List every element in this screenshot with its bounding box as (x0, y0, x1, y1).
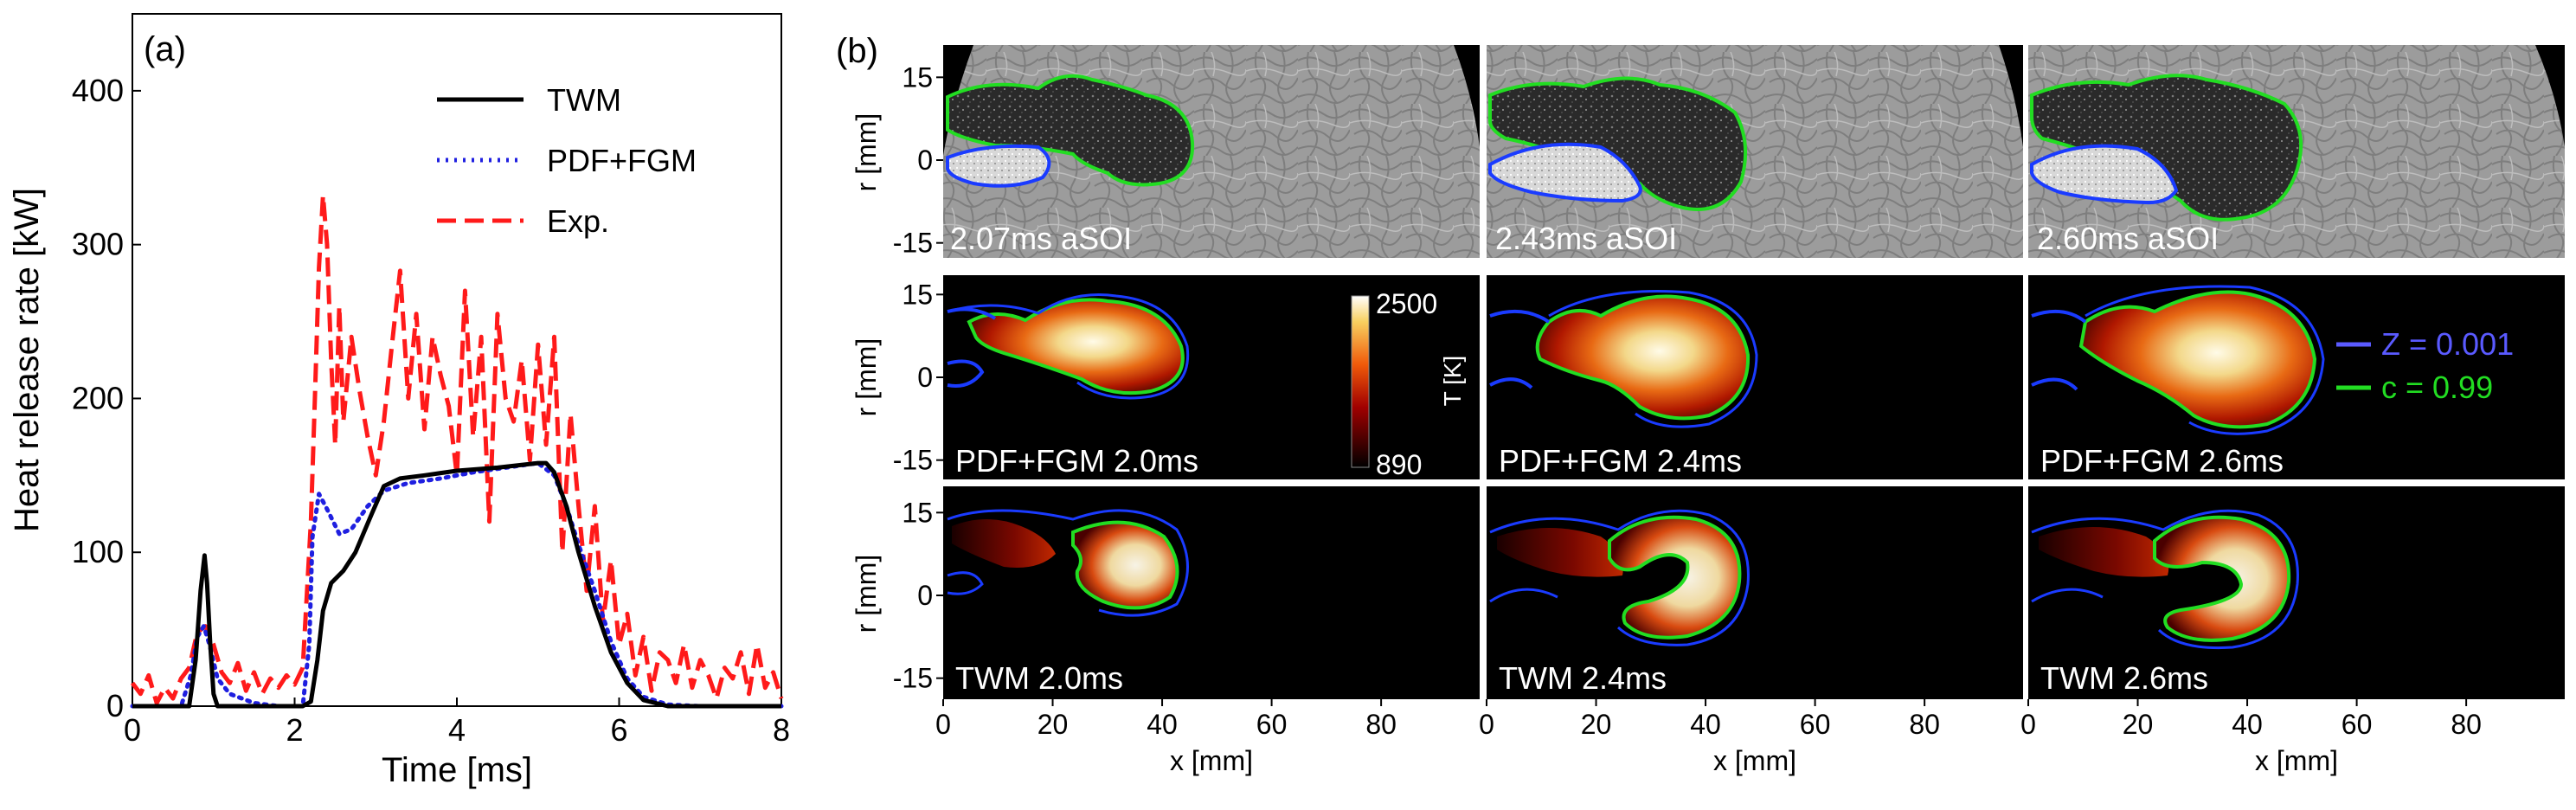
y-axis-label-a: Heat release rate [kW] (8, 188, 46, 532)
pdf-panel-3: PDF+FGM 2.6ms (2028, 275, 2565, 479)
y-tick-label-a: 100 (72, 534, 124, 569)
x-tick-label-b: 40 (1147, 709, 1178, 740)
row-twm: TWM 2.0ms TWM 2.4ms TWM 2.6ms (943, 486, 2565, 699)
r-axis-label-row2: r [mm] (851, 338, 882, 417)
legend-c: c = 0.99 (2381, 370, 2493, 405)
contour-legend: Z = 0.001 c = 0.99 (2336, 326, 2514, 405)
legend-label-a: Exp. (547, 203, 609, 239)
y-tick-label-a: 300 (72, 227, 124, 262)
panel-a-line-chart: (a) 0 2 4 6 8 0 100 200 300 400 TWM PDF+FGM Exp. Ti… (8, 13, 790, 789)
twm-panel-2: TWM 2.4ms (1487, 486, 2023, 699)
x-axis-label-b3: x [mm] (2255, 745, 2338, 776)
exp-panel-2: 2.43ms aSOI (1487, 45, 2023, 258)
x-tick-label-b: 80 (2451, 709, 2482, 740)
pdf-panel-1: PDF+FGM 2.0ms (943, 275, 1480, 479)
exp-caption-1: 2.07ms aSOI (950, 221, 1132, 256)
x-tick-label-b: 40 (1690, 709, 1721, 740)
x-tick-label-a: 6 (610, 712, 627, 748)
x-tick-label-b: 80 (1909, 709, 1940, 740)
series-line-twm (132, 460, 781, 709)
x-tick-label-a: 0 (124, 712, 141, 748)
x-axis-label-a: Time [ms] (382, 751, 532, 789)
exp-panel-3: 2.60ms aSOI (2028, 45, 2565, 258)
x-axis-label-b1: x [mm] (1170, 745, 1253, 776)
y-tick-label-b: 15 (902, 61, 933, 93)
twm-caption-1: TWM 2.0ms (955, 660, 1123, 696)
axis-b-ticks: 0 20 40 60 80 0 20 40 60 80 0 20 40 60 80150-15150-151… (893, 61, 2482, 740)
pdf-caption-3: PDF+FGM 2.6ms (2040, 443, 2284, 479)
x-tick-label-b: 20 (2123, 709, 2154, 740)
y-tick-label-b: 15 (902, 279, 933, 310)
series-line-exp (131, 193, 784, 705)
row-experiment: 2.07ms aSOI 2.43ms aSOI 2.60ms aSOI (943, 45, 2565, 258)
x-tick-label-a: 2 (286, 712, 303, 748)
pdf-panel-2: PDF+FGM 2.4ms (1487, 275, 2023, 479)
y-tick-label-b: -15 (893, 663, 933, 694)
y-tick-label-b: 0 (917, 362, 933, 393)
twm-panel-1: TWM 2.0ms (943, 486, 1480, 699)
y-tick-label-a: 400 (72, 73, 124, 108)
y-tick-label-a: 200 (72, 380, 124, 415)
y-tick-label-b: 0 (917, 145, 933, 176)
y-tick-label-a: 0 (106, 688, 124, 723)
x-tick-label-b: 80 (1365, 709, 1397, 740)
x-tick-label-a: 8 (773, 712, 790, 748)
legend-label-a: TWM (547, 82, 621, 118)
y-tick-label-b: -15 (893, 445, 933, 476)
colorbar: 2500 890 T [K] (1351, 288, 1466, 480)
x-tick-label-b: 60 (1800, 709, 1831, 740)
panel-b-image-grid: (b) 2.07ms aSOI 2.43ms aSOI (836, 32, 2565, 776)
r-axis-label-row3: r [mm] (851, 555, 882, 633)
r-axis-label-row1: r [mm] (851, 113, 882, 192)
pdf-caption-1: PDF+FGM 2.0ms (955, 443, 1198, 479)
row-pdf-fgm: PDF+FGM 2.0ms PDF+FGM 2.4ms PDF+FGM 2.6m… (943, 275, 2565, 480)
x-tick-label-b: 60 (1256, 709, 1288, 740)
exp-panel-1: 2.07ms aSOI (943, 45, 1480, 258)
twm-caption-3: TWM 2.6ms (2040, 660, 2208, 696)
x-tick-label-b: 60 (2342, 709, 2373, 740)
panel-b-label: (b) (836, 32, 878, 70)
colorbar-max: 2500 (1376, 288, 1437, 319)
x-tick-label-b: 20 (1581, 709, 1612, 740)
y-tick-label-b: 15 (902, 497, 933, 528)
series-line-pdffgm (130, 460, 784, 709)
x-tick-label-b: 40 (2232, 709, 2263, 740)
legend-a: TWM PDF+FGM Exp. (437, 82, 697, 239)
twm-caption-2: TWM 2.4ms (1499, 660, 1667, 696)
y-tick-label-b: 0 (917, 580, 933, 611)
exp-caption-2: 2.43ms aSOI (1495, 221, 1677, 256)
pdf-caption-2: PDF+FGM 2.4ms (1499, 443, 1742, 479)
legend-label-a: PDF+FGM (547, 143, 697, 178)
x-tick-label-b: 0 (935, 709, 951, 740)
axis-a-ticks: 0 2 4 6 8 0 100 200 300 400 (72, 73, 790, 748)
series-layer-a (130, 193, 784, 709)
x-tick-label-b: 0 (2020, 709, 2036, 740)
twm-panel-3: TWM 2.6ms (2028, 486, 2565, 699)
x-axis-label-b2: x [mm] (1713, 745, 1796, 776)
colorbar-label: T [K] (1439, 356, 1466, 407)
panel-a-label: (a) (144, 30, 186, 68)
x-tick-label-b: 20 (1037, 709, 1069, 740)
exp-caption-3: 2.60ms aSOI (2037, 221, 2219, 256)
x-tick-label-a: 4 (448, 712, 466, 748)
y-tick-label-b: -15 (893, 228, 933, 259)
legend-z: Z = 0.001 (2381, 326, 2514, 362)
x-tick-label-b: 0 (1479, 709, 1494, 740)
plot-area-a (132, 13, 782, 707)
colorbar-min: 890 (1376, 449, 1422, 480)
